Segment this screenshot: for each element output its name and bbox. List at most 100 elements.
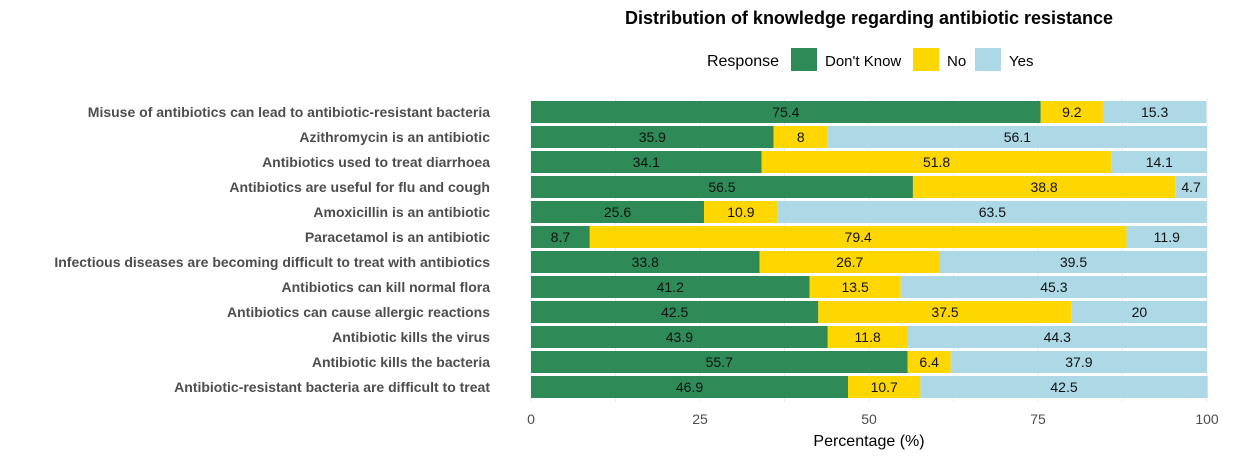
bar-value-label: 42.5	[1050, 379, 1077, 395]
bar-segment	[939, 251, 1207, 273]
bar-value-label: 42.5	[661, 304, 688, 320]
bar-segment	[827, 126, 1207, 148]
bar-value-label: 39.5	[1060, 254, 1087, 270]
bar-segment	[531, 176, 913, 198]
bar-segment	[1126, 226, 1207, 248]
bar-segment	[761, 151, 1112, 173]
bar-value-label: 41.2	[657, 279, 684, 295]
bar-value-label: 10.9	[727, 204, 754, 220]
bar-segment	[848, 376, 921, 398]
bar-value-label: 56.5	[708, 179, 735, 195]
category-labels: Misuse of antibiotics can lead to antibi…	[54, 104, 490, 395]
x-tick-label: 50	[861, 411, 877, 427]
category-label: Antibiotics used to treat diarrhoea	[262, 154, 490, 170]
bar-value-label: 11.8	[855, 329, 881, 345]
bar-segment	[920, 376, 1208, 398]
bar-value-label: 20	[1132, 304, 1148, 320]
legend-label: Don't Know	[825, 53, 901, 70]
category-label: Antibiotic kills the virus	[332, 329, 490, 345]
legend-swatch	[913, 48, 939, 71]
bar-value-label: 44.3	[1044, 329, 1071, 345]
bar-segment	[907, 351, 951, 373]
bar-value-label: 10.7	[871, 379, 898, 395]
bar-segment	[1102, 101, 1207, 123]
bar-value-label: 38.8	[1030, 179, 1057, 195]
category-label: Paracetamol is an antibiotic	[305, 229, 490, 245]
category-label: Antibiotic kills the bacteria	[312, 354, 490, 370]
bar-value-label: 37.5	[931, 304, 958, 320]
bar-segment	[531, 276, 810, 298]
x-tick-label: 0	[527, 411, 535, 427]
bar-segment	[818, 301, 1072, 323]
bar-segment	[531, 101, 1041, 123]
bar-value-label: 33.8	[632, 254, 659, 270]
bar-segment	[900, 276, 1207, 298]
bar-segment	[1111, 151, 1207, 173]
bar-segment	[1175, 176, 1207, 198]
bar-value-label: 34.1	[633, 154, 660, 170]
bar-value-label: 15.3	[1141, 104, 1168, 120]
x-axis-title: Percentage (%)	[813, 433, 924, 450]
bar-value-label: 14.1	[1146, 154, 1173, 170]
category-label: Antibiotics can cause allergic reactions	[227, 304, 490, 320]
x-tick-label: 100	[1195, 411, 1219, 427]
bar-segment	[531, 351, 908, 373]
category-label: Antibiotics are useful for flu and cough	[229, 179, 490, 195]
bar-value-label: 55.7	[706, 354, 733, 370]
bar-segment	[589, 226, 1127, 248]
legend-label: Yes	[1009, 53, 1033, 70]
bar-segment	[950, 351, 1207, 373]
x-tick-label: 75	[1030, 411, 1046, 427]
grid	[530, 98, 1208, 402]
bar-segment	[809, 276, 901, 298]
legend-label: No	[947, 53, 966, 70]
bar-value-label: 25.6	[604, 204, 631, 220]
category-label: Amoxicillin is an antibiotic	[313, 204, 490, 220]
bar-value-label: 9.2	[1062, 104, 1082, 120]
chart-title: Distribution of knowledge regarding anti…	[625, 8, 1113, 28]
bar-segment	[907, 326, 1207, 348]
bar-value-label: 75.4	[772, 104, 799, 120]
bar-value-label: 11.9	[1154, 229, 1180, 245]
bar-value-label: 45.3	[1040, 279, 1067, 295]
bar-segment	[704, 201, 778, 223]
bar-value-label: 56.1	[1004, 129, 1031, 145]
bar-value-label: 46.9	[676, 379, 703, 395]
bar-segment	[531, 201, 705, 223]
legend-swatch	[975, 48, 1001, 71]
bar-segment	[759, 251, 940, 273]
bar-segment	[912, 176, 1176, 198]
bar-segment	[531, 251, 760, 273]
bar-value-label: 63.5	[979, 204, 1006, 220]
category-label: Infectious diseases are becoming difficu…	[54, 254, 490, 270]
bar-segment	[827, 326, 908, 348]
bar-value-label: 8	[797, 129, 805, 145]
bar-value-label: 6.4	[919, 354, 939, 370]
bar-value-label: 35.9	[639, 129, 666, 145]
bar-segment	[531, 151, 762, 173]
bar-segment	[531, 301, 819, 323]
x-tick-label: 25	[692, 411, 708, 427]
bar-value-label: 51.8	[923, 154, 950, 170]
bar-segment	[531, 376, 849, 398]
bar-segment	[1040, 101, 1103, 123]
bar-value-label: 43.9	[666, 329, 693, 345]
legend: Response Don't Know No Yes	[707, 48, 1033, 71]
bar-segment	[531, 126, 774, 148]
bar-segment	[531, 326, 828, 348]
bar-segment	[1071, 301, 1207, 323]
category-label: Antibiotic-resistant bacteria are diffic…	[174, 379, 490, 395]
legend-swatch	[791, 48, 817, 71]
bar-segment	[773, 126, 828, 148]
legend-title: Response	[707, 53, 779, 70]
bar-value-label: 8.7	[551, 229, 571, 245]
x-axis-ticks: 0 25 50 75 100	[527, 411, 1219, 427]
bar-segment	[777, 201, 1207, 223]
bar-value-label: 37.9	[1065, 354, 1092, 370]
bar-value-label: 4.7	[1181, 179, 1201, 195]
category-label: Misuse of antibiotics can lead to antibi…	[88, 104, 490, 120]
bar-value-label: 13.5	[842, 279, 869, 295]
category-label: Antibiotics can kill normal flora	[282, 279, 491, 295]
category-label: Azithromycin is an antibiotic	[299, 129, 490, 145]
